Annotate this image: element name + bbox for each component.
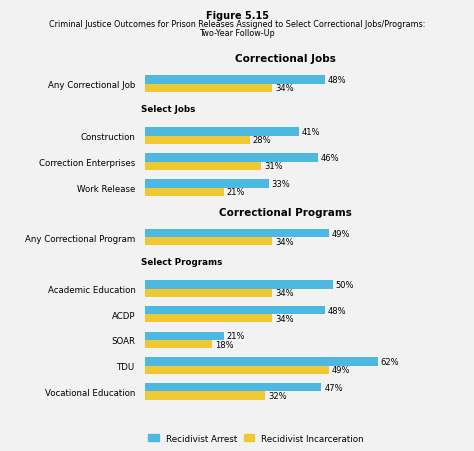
Text: 48%: 48% (328, 76, 346, 85)
Text: 41%: 41% (302, 128, 320, 137)
Bar (145, 238, 273, 246)
Bar (145, 128, 299, 136)
Text: 48%: 48% (328, 306, 346, 315)
Bar (145, 189, 224, 197)
Text: 21%: 21% (227, 331, 245, 341)
Text: 49%: 49% (332, 229, 350, 238)
Text: 31%: 31% (264, 162, 283, 171)
Text: 34%: 34% (275, 84, 294, 93)
Text: Criminal Justice Outcomes for Prison Releases Assigned to Select Correctional Jo: Criminal Justice Outcomes for Prison Rel… (49, 20, 425, 29)
Text: Select Jobs: Select Jobs (141, 105, 195, 114)
Bar (145, 180, 269, 189)
Text: 34%: 34% (275, 237, 294, 246)
Bar (145, 391, 265, 400)
Text: Select Programs: Select Programs (141, 258, 222, 267)
Text: 47%: 47% (324, 383, 343, 392)
Text: 46%: 46% (320, 154, 339, 163)
Bar (145, 315, 273, 323)
Text: 33%: 33% (272, 179, 291, 189)
Bar (145, 281, 333, 289)
Text: Figure 5.15: Figure 5.15 (206, 11, 268, 21)
Text: 50%: 50% (336, 281, 354, 290)
Text: 62%: 62% (381, 357, 400, 366)
Bar (145, 154, 318, 162)
Legend: Recidivist Arrest, Recidivist Incarceration: Recidivist Arrest, Recidivist Incarcerat… (146, 432, 365, 444)
Text: 32%: 32% (268, 391, 287, 400)
Bar (145, 358, 378, 366)
Title: Correctional Programs: Correctional Programs (219, 207, 352, 217)
Text: 18%: 18% (215, 340, 234, 349)
Text: 34%: 34% (275, 289, 294, 298)
Bar (145, 383, 321, 391)
Bar (145, 230, 329, 238)
Text: 21%: 21% (227, 188, 245, 197)
Bar (145, 136, 250, 145)
Text: 28%: 28% (253, 136, 272, 145)
Bar (145, 289, 273, 297)
Text: Two-Year Follow-Up: Two-Year Follow-Up (199, 29, 275, 38)
Bar (145, 306, 325, 315)
Bar (145, 366, 329, 374)
Bar (145, 162, 261, 170)
Bar (145, 84, 273, 93)
Bar (145, 340, 212, 349)
Title: Correctional Jobs: Correctional Jobs (235, 54, 336, 64)
Text: 34%: 34% (275, 314, 294, 323)
Bar (145, 332, 224, 340)
Bar (145, 76, 325, 84)
Text: 49%: 49% (332, 365, 350, 374)
